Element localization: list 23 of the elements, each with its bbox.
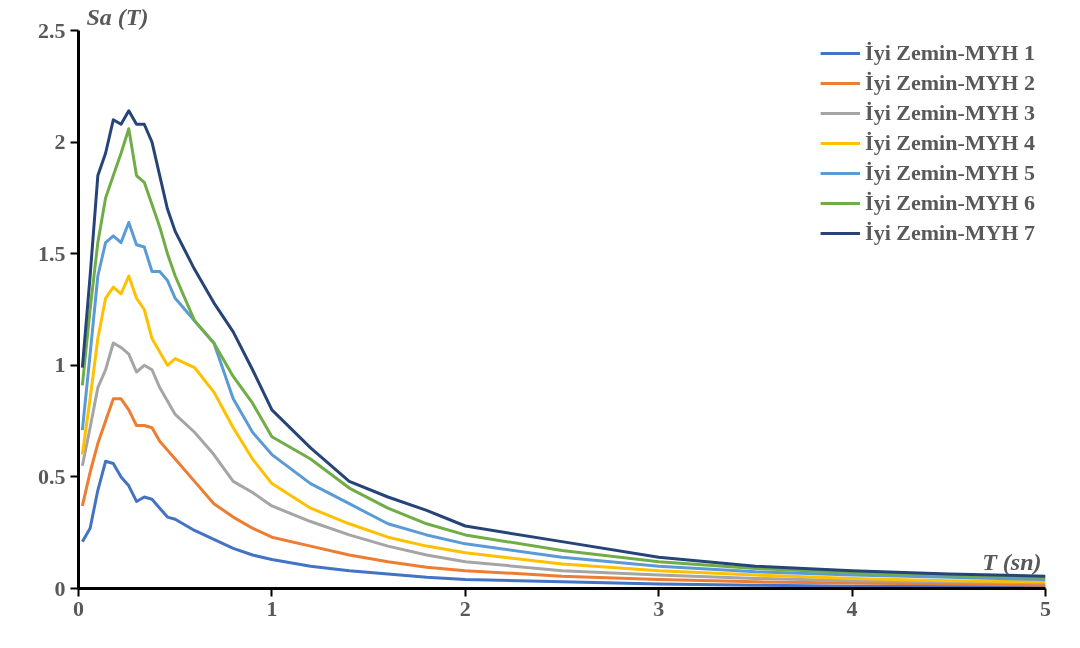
legend-label: İyi Zemin-MYH 4 (865, 130, 1035, 156)
y-tick-label: 0.5 (38, 463, 66, 489)
line-series (80, 274, 1046, 584)
legend-label: İyi Zemin-MYH 7 (865, 220, 1035, 246)
line-series (80, 220, 1046, 582)
y-tick-label: 0 (54, 575, 66, 601)
legend-label: İyi Zemin-MYH 1 (865, 40, 1035, 66)
x-tick-label: 1 (266, 595, 278, 621)
y-tick-label: 2.5 (38, 17, 66, 43)
x-tick-label: 0 (73, 595, 84, 621)
legend-label: İyi Zemin-MYH 6 (865, 190, 1035, 216)
y-tick-label: 1 (54, 352, 66, 378)
y-tick-label: 1.5 (38, 240, 66, 266)
x-tick-label: 5 (1040, 595, 1051, 621)
x-tick-label: 3 (653, 595, 665, 621)
x-axis-title: T (sn) (982, 548, 1042, 575)
legend-label: İyi Zemin-MYH 3 (865, 100, 1035, 126)
y-axis-title: Sa (T) (86, 3, 149, 30)
x-tick-label: 2 (459, 595, 471, 621)
x-tick-label: 4 (846, 595, 858, 621)
legend-label: İyi Zemin-MYH 5 (865, 160, 1035, 186)
y-tick-label: 2 (54, 129, 66, 155)
legend-label: İyi Zemin-MYH 2 (865, 70, 1035, 96)
